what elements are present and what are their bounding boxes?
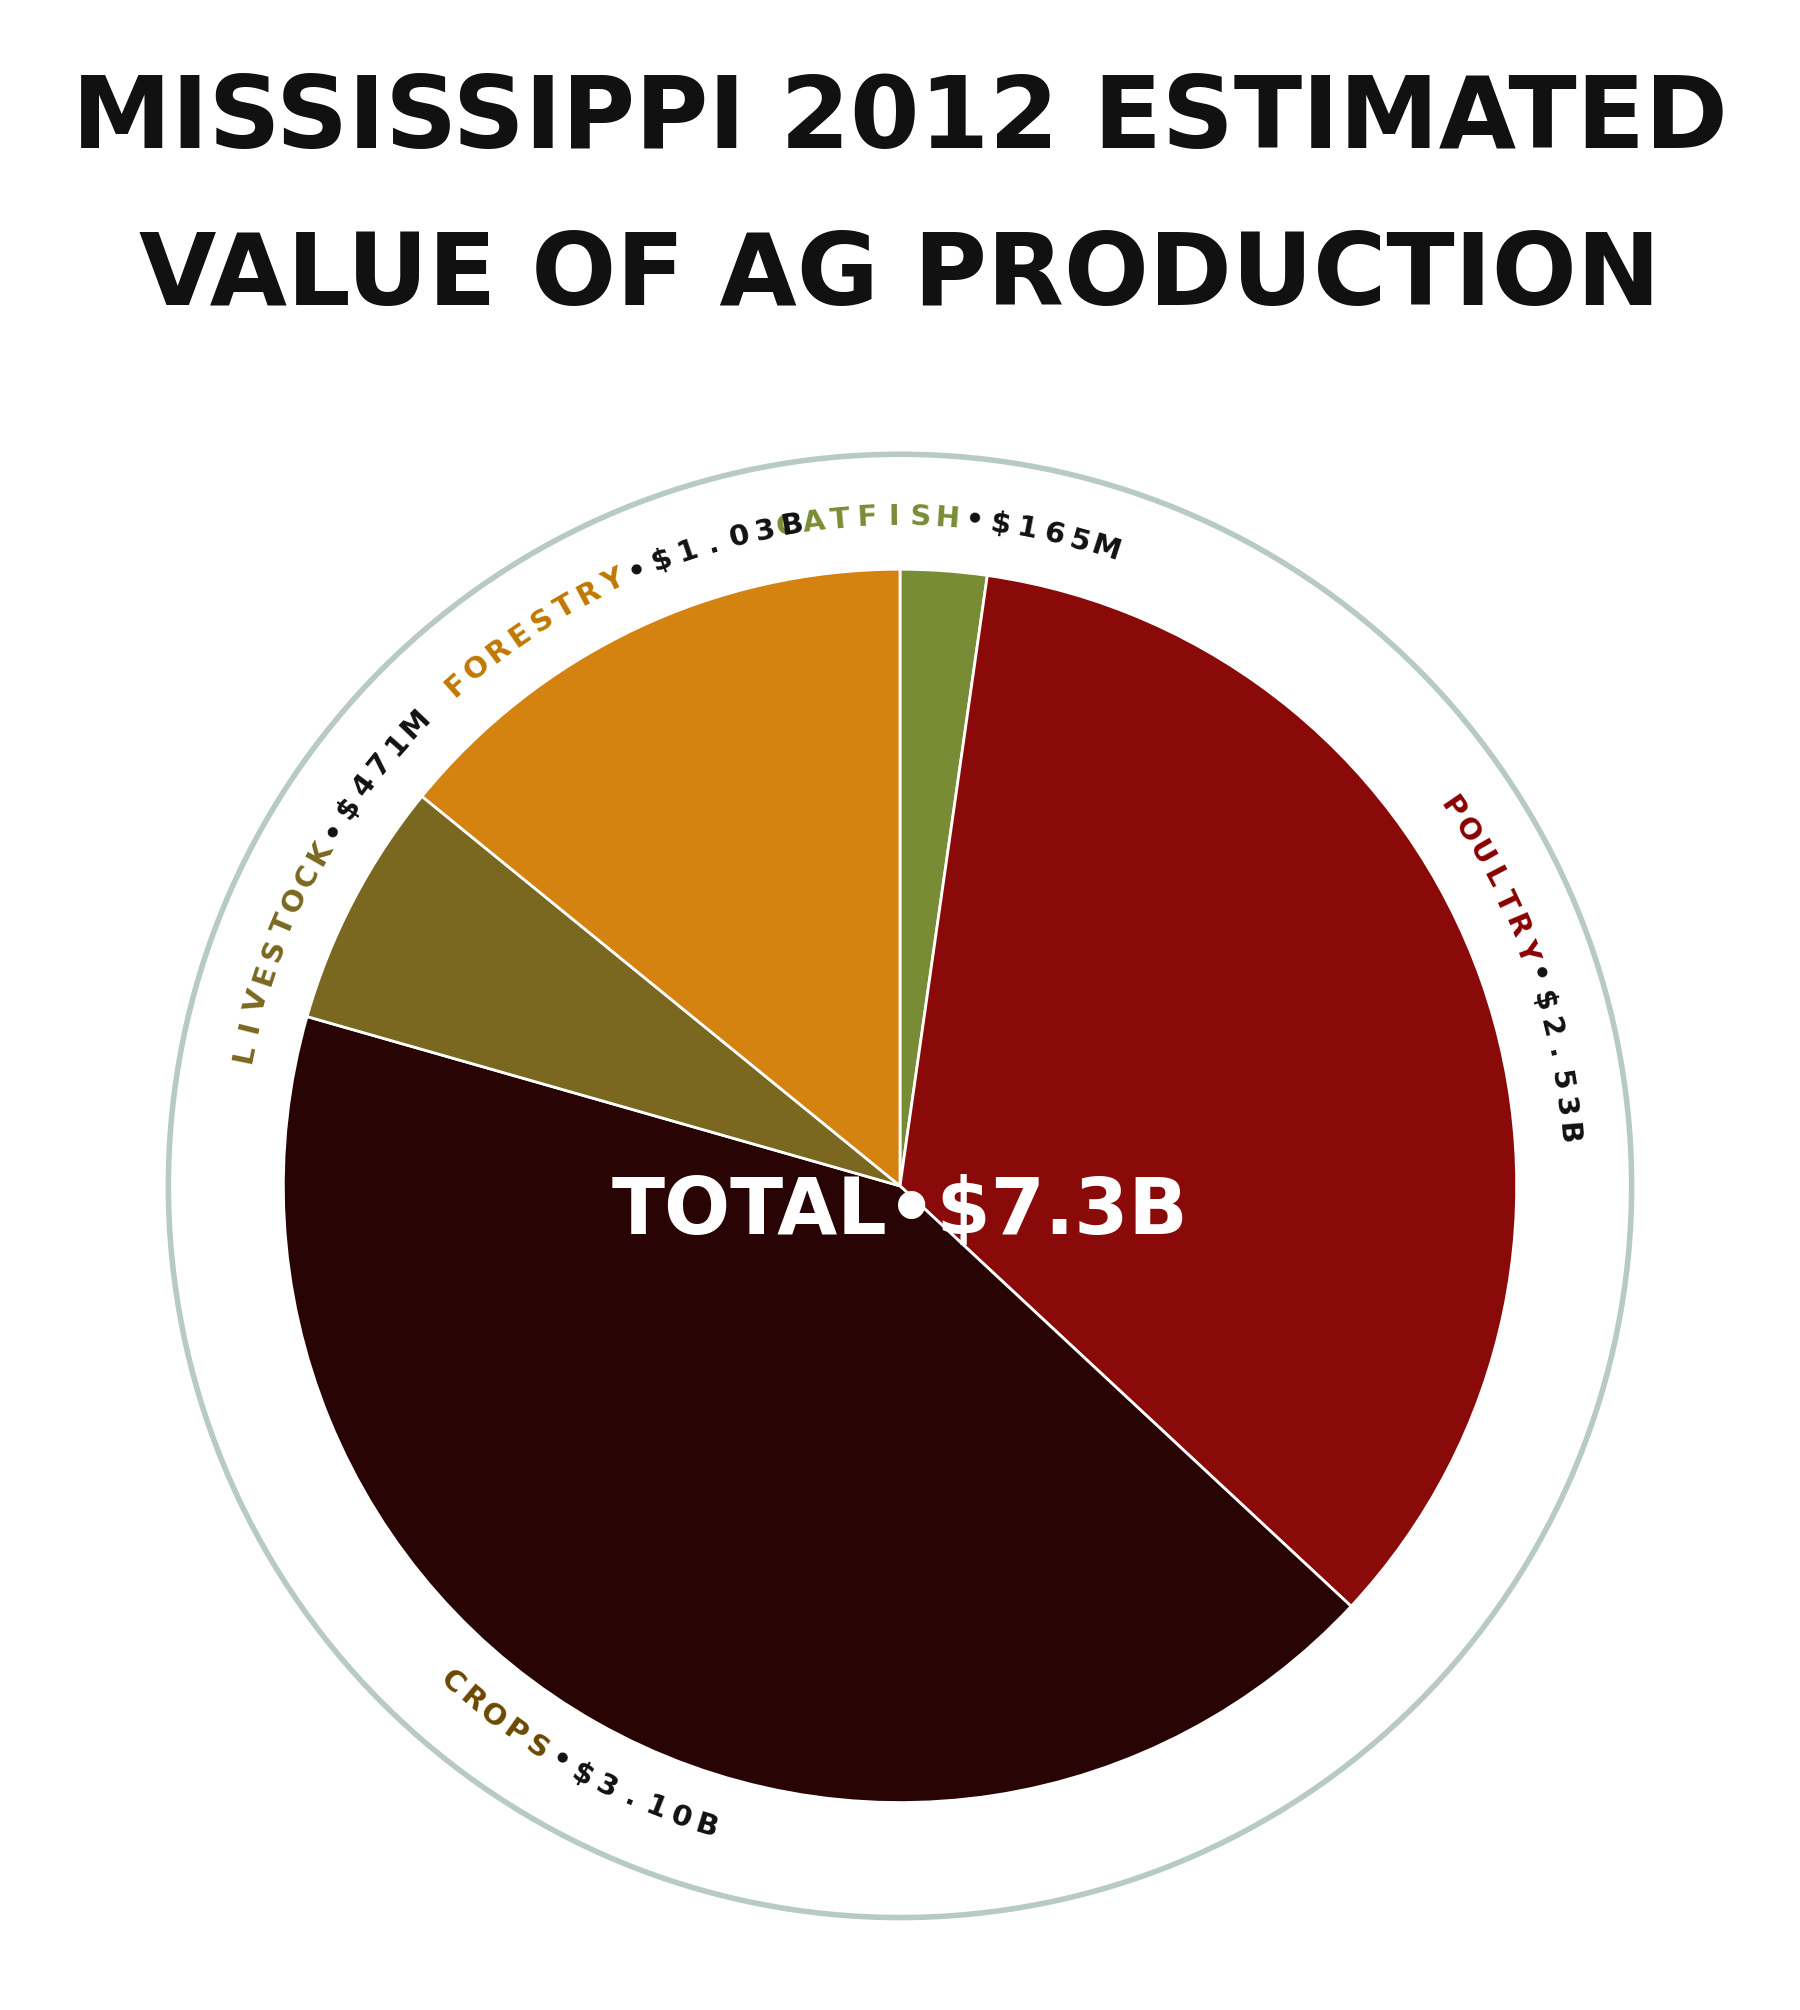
Text: •: • <box>544 1745 574 1779</box>
Text: •: • <box>623 555 652 587</box>
Text: 6: 6 <box>1040 519 1067 551</box>
Text: L: L <box>229 1041 259 1065</box>
Text: M: M <box>1087 531 1123 567</box>
Text: T: T <box>266 911 301 939</box>
Text: •: • <box>1519 963 1552 989</box>
Text: 0: 0 <box>725 521 752 553</box>
Text: R: R <box>1499 911 1534 941</box>
Text: 5: 5 <box>1066 525 1093 557</box>
Text: O: O <box>277 882 313 919</box>
Text: K: K <box>302 836 338 870</box>
Text: I: I <box>887 502 900 531</box>
Wedge shape <box>308 796 900 1186</box>
Text: P: P <box>1435 792 1469 824</box>
Text: 7: 7 <box>364 748 398 782</box>
Wedge shape <box>900 569 988 1186</box>
Text: A: A <box>801 507 826 539</box>
Text: TOTAL•$7.3B: TOTAL•$7.3B <box>612 1174 1188 1250</box>
Text: C: C <box>774 511 799 543</box>
Text: E: E <box>248 961 281 989</box>
Text: H: H <box>934 505 961 533</box>
Text: S: S <box>257 935 292 965</box>
Text: B: B <box>691 1809 722 1843</box>
Text: 1: 1 <box>673 535 702 569</box>
Text: 3: 3 <box>752 515 778 547</box>
Text: M: M <box>396 704 436 744</box>
Text: 2: 2 <box>1534 1015 1566 1041</box>
Text: R: R <box>454 1682 490 1719</box>
Text: E: E <box>504 619 536 653</box>
Text: 4: 4 <box>347 770 382 802</box>
Wedge shape <box>900 575 1517 1606</box>
Text: O: O <box>459 649 495 685</box>
Text: C: C <box>434 1664 468 1700</box>
Text: B: B <box>1552 1122 1582 1146</box>
Text: B: B <box>779 511 805 541</box>
Text: •: • <box>317 814 351 846</box>
Text: U: U <box>1463 836 1499 870</box>
Text: 5: 5 <box>1544 1067 1577 1091</box>
Text: Y: Y <box>1510 937 1543 965</box>
Text: S: S <box>909 502 932 531</box>
Text: $: $ <box>988 509 1013 541</box>
Text: O: O <box>475 1698 511 1735</box>
Text: F: F <box>439 667 473 701</box>
Text: •: • <box>963 507 985 537</box>
Text: T: T <box>1489 886 1523 917</box>
Text: V: V <box>241 987 274 1015</box>
Text: S: S <box>520 1731 553 1765</box>
Text: 1: 1 <box>641 1793 670 1825</box>
Text: S: S <box>526 603 558 637</box>
Wedge shape <box>283 1017 1352 1803</box>
Text: O: O <box>1449 812 1485 848</box>
Text: 1: 1 <box>1015 513 1040 545</box>
Text: C: C <box>290 860 324 892</box>
Text: P: P <box>497 1715 531 1751</box>
Text: MISSISSIPPI 2012 ESTIMATED: MISSISSIPPI 2012 ESTIMATED <box>72 72 1728 169</box>
Text: $: $ <box>648 545 677 577</box>
Text: I: I <box>236 1019 265 1035</box>
Text: R: R <box>572 577 605 611</box>
Text: 1: 1 <box>382 728 416 760</box>
Text: F: F <box>857 502 878 533</box>
Text: T: T <box>830 505 851 535</box>
Text: $: $ <box>1526 989 1559 1015</box>
Text: 0: 0 <box>666 1801 695 1835</box>
Text: T: T <box>549 589 581 623</box>
Text: 3: 3 <box>1550 1095 1579 1120</box>
Text: .: . <box>621 1783 643 1813</box>
Text: VALUE OF AG PRODUCTION: VALUE OF AG PRODUCTION <box>139 229 1661 326</box>
Text: R: R <box>481 633 515 669</box>
Text: 3: 3 <box>592 1771 623 1805</box>
Text: .: . <box>1541 1045 1571 1061</box>
Wedge shape <box>421 569 900 1186</box>
Text: $: $ <box>331 792 365 824</box>
Text: .: . <box>704 529 722 559</box>
Text: Y: Y <box>598 565 628 599</box>
Text: $: $ <box>567 1757 598 1793</box>
Text: L: L <box>1476 862 1510 892</box>
